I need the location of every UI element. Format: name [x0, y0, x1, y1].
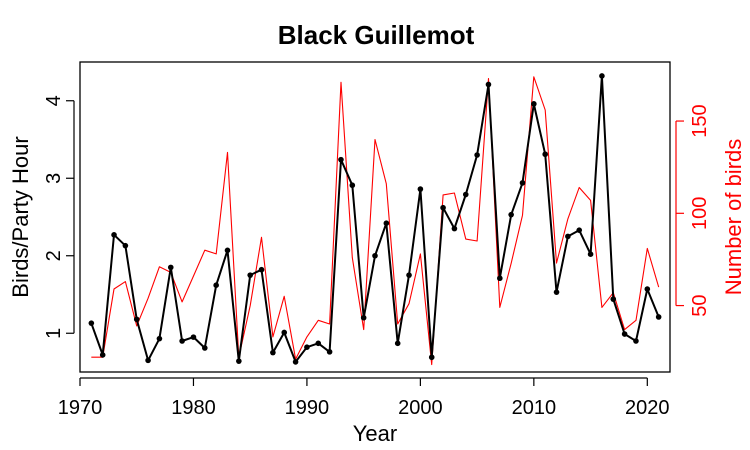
y-axis: 1 2 3 4 — [43, 95, 75, 339]
x-axis-label: Year — [353, 421, 397, 446]
x-tick-label: 2000 — [398, 397, 443, 419]
data-point — [508, 211, 514, 218]
y-tick-label: 4 — [43, 95, 65, 106]
x-axis: 1970 1980 1990 2000 2010 2020 — [58, 377, 670, 419]
y2-tick-label: 50 — [689, 294, 711, 316]
data-point — [88, 320, 95, 326]
x-tick-label: 1970 — [58, 397, 103, 419]
data-point — [621, 331, 628, 337]
data-point — [224, 247, 231, 254]
data-point — [349, 182, 356, 189]
data-point — [394, 340, 401, 347]
data-point — [338, 156, 344, 163]
data-point — [428, 354, 435, 361]
series-layer — [88, 73, 662, 366]
data-point — [236, 358, 242, 364]
data-point — [451, 225, 458, 232]
data-point — [247, 272, 253, 278]
data-point — [383, 220, 390, 226]
data-point — [587, 251, 594, 257]
data-point — [655, 314, 662, 320]
data-point — [167, 264, 174, 271]
y2-tick-label: 100 — [689, 197, 711, 230]
data-point — [156, 335, 163, 342]
data-point — [497, 275, 503, 282]
data-point — [576, 227, 583, 233]
data-point — [202, 345, 208, 351]
data-point — [213, 282, 219, 289]
data-point — [315, 340, 322, 347]
data-point — [519, 180, 526, 186]
series-line-number-of-birds — [91, 76, 660, 366]
y2-tick-label: 150 — [689, 104, 711, 137]
x-tick-label: 2010 — [512, 397, 557, 419]
data-point — [440, 204, 446, 211]
plot-frame — [79, 61, 671, 373]
data-point — [99, 352, 106, 358]
y2-axis-right: 50 100 150 — [675, 104, 711, 317]
data-point — [485, 81, 492, 88]
data-point — [406, 272, 412, 278]
data-point — [326, 349, 333, 355]
y-axis-label: Birds/Party Hour — [8, 136, 33, 297]
data-point — [553, 289, 560, 295]
data-point — [360, 314, 367, 321]
data-point — [133, 316, 140, 323]
data-point — [644, 286, 651, 292]
x-tick-label: 2020 — [625, 397, 670, 419]
data-point — [122, 242, 129, 249]
data-point — [111, 232, 117, 238]
data-point — [542, 151, 548, 158]
data-point — [281, 329, 288, 336]
data-point — [474, 152, 480, 158]
data-point — [190, 334, 197, 340]
data-point — [270, 349, 276, 356]
chart-title: Black Guillemot — [278, 20, 475, 50]
data-point — [292, 359, 299, 365]
data-point — [610, 296, 617, 302]
data-point — [565, 233, 571, 240]
data-point — [145, 357, 151, 364]
data-point — [179, 338, 185, 344]
y-tick-label: 2 — [43, 250, 65, 261]
data-point — [258, 266, 265, 273]
y-tick-label: 3 — [43, 173, 65, 184]
data-point — [372, 252, 378, 259]
data-point — [417, 186, 424, 192]
data-point — [633, 338, 639, 344]
data-point — [599, 73, 605, 79]
y2-axis-label: Number of birds — [721, 139, 746, 296]
data-point — [531, 101, 537, 107]
x-tick-label: 1980 — [171, 397, 216, 419]
series-line-birds-per-party-hour — [90, 74, 660, 363]
x-tick-label: 1990 — [285, 397, 330, 419]
data-point — [462, 191, 469, 198]
data-point — [304, 344, 310, 351]
y-tick-label: 1 — [43, 328, 65, 339]
